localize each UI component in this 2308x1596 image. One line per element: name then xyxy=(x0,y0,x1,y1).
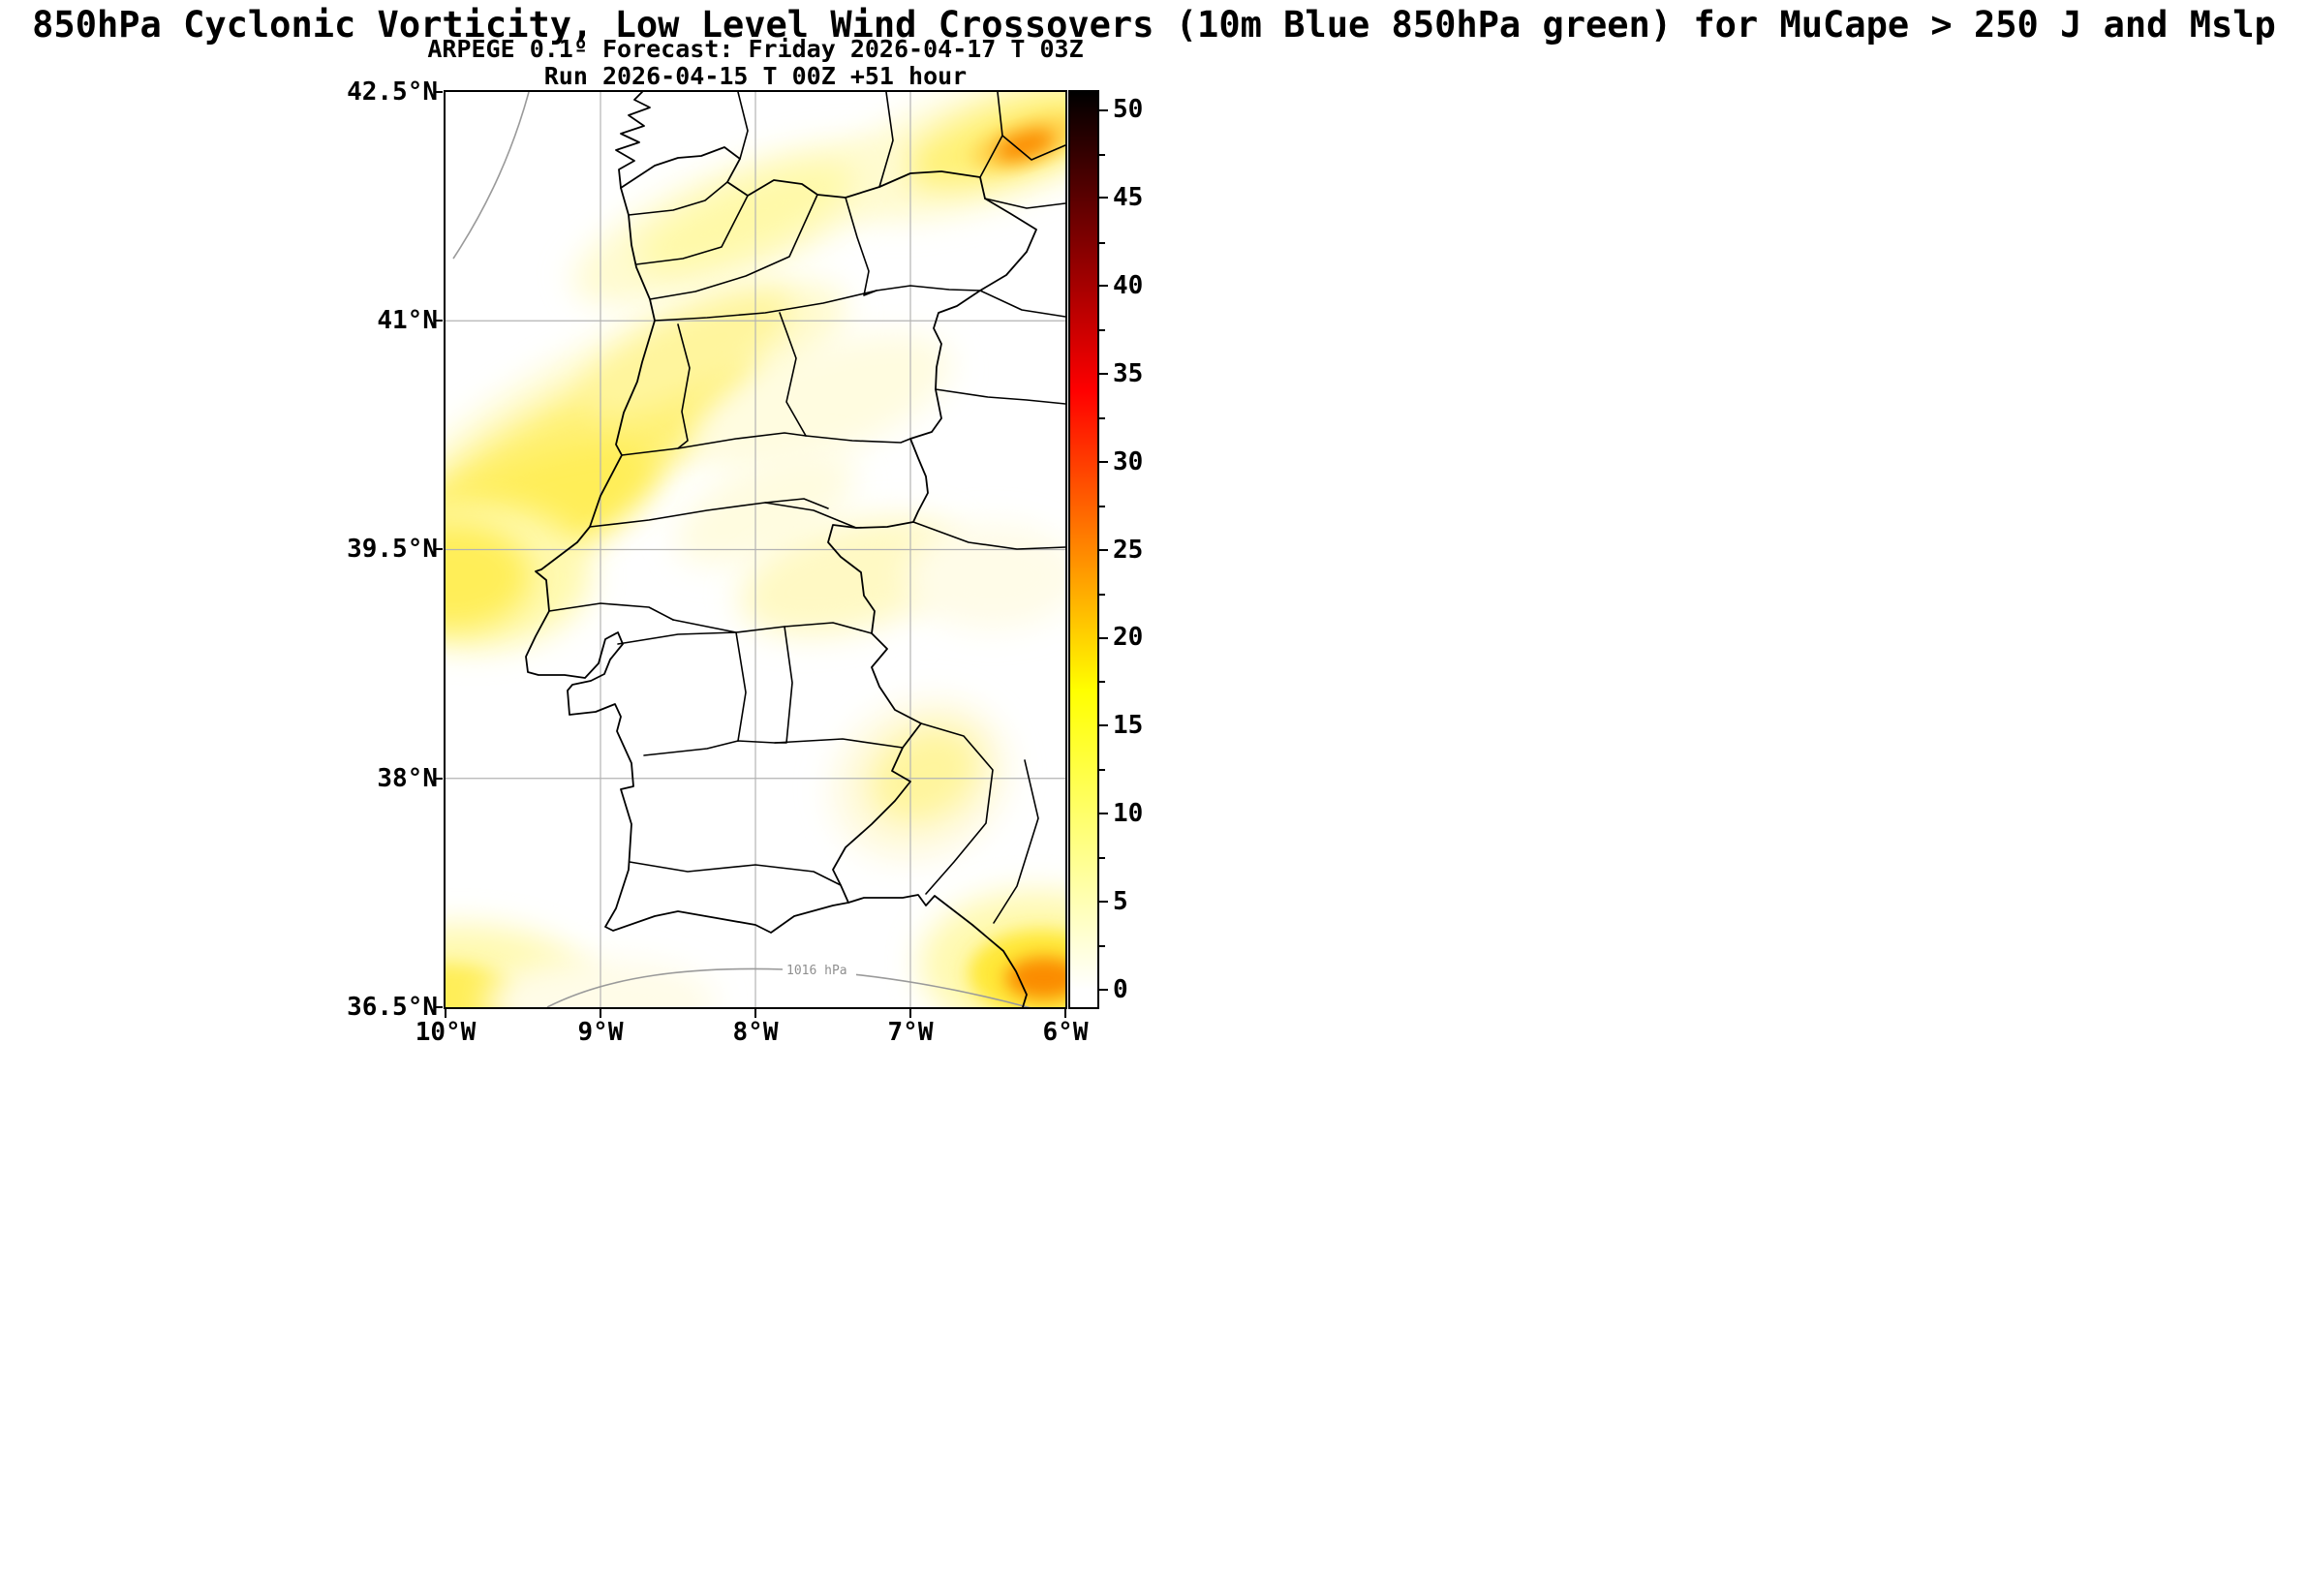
colorbar-tick xyxy=(1099,285,1108,287)
x-tick-label-7w: 7°W xyxy=(887,1018,934,1047)
y-tick-label-39-5n: 39.5°N xyxy=(347,535,438,564)
x-tick xyxy=(600,1009,601,1018)
colorbar-label-25: 25 xyxy=(1113,536,1144,565)
colorbar xyxy=(1068,90,1099,1009)
colorbar-label-40: 40 xyxy=(1113,271,1144,300)
colorbar-minor-tick xyxy=(1099,242,1105,244)
y-tick xyxy=(434,320,443,322)
colorbar-label-5: 5 xyxy=(1113,887,1128,916)
colorbar-label-15: 15 xyxy=(1113,711,1144,740)
y-tick xyxy=(434,548,443,550)
colorbar-minor-tick xyxy=(1099,329,1105,331)
district-boundaries xyxy=(548,181,981,886)
colorbar-minor-tick xyxy=(1099,681,1105,683)
colorbar-minor-tick xyxy=(1099,417,1105,419)
colorbar-tick xyxy=(1099,549,1108,551)
y-tick-label-41n: 41°N xyxy=(377,306,438,335)
figure-title-line2: ARPEGE 0.1º Forecast: Friday 2026-04-17 … xyxy=(427,35,1084,63)
x-tick xyxy=(445,1009,446,1018)
colorbar-minor-tick xyxy=(1099,594,1105,596)
isobar-label-mask xyxy=(783,962,856,977)
y-tick-label-42-5n: 42.5°N xyxy=(347,77,438,107)
colorbar-label-10: 10 xyxy=(1113,799,1144,828)
national-border xyxy=(620,146,1037,904)
y-tick xyxy=(434,1006,443,1008)
colorbar-minor-tick xyxy=(1099,857,1105,859)
graticule-gridlines xyxy=(446,92,1065,1007)
province-boundaries xyxy=(737,92,1065,924)
map-canvas: 1016 hPa xyxy=(446,92,1065,1007)
colorbar-label-0: 0 xyxy=(1113,975,1128,1004)
coastline xyxy=(525,92,1028,1007)
isobar-line-nw xyxy=(452,92,530,260)
x-tick-label-10w: 10°W xyxy=(415,1018,477,1047)
colorbar-tick xyxy=(1099,724,1108,726)
colorbar-tick xyxy=(1099,813,1108,814)
colorbar-minor-tick xyxy=(1099,154,1105,156)
colorbar-tick xyxy=(1099,461,1108,463)
coastline-boundary-layer xyxy=(525,92,1065,1007)
colorbar-label-35: 35 xyxy=(1113,359,1144,388)
colorbar-tick xyxy=(1099,989,1108,991)
y-tick xyxy=(434,778,443,780)
colorbar-tick xyxy=(1099,373,1108,375)
colorbar-tick xyxy=(1099,637,1108,639)
map-plot-area: 1016 hPa xyxy=(444,90,1067,1009)
x-tick-label-9w: 9°W xyxy=(577,1018,624,1047)
colorbar-label-20: 20 xyxy=(1113,623,1144,652)
colorbar-label-45: 45 xyxy=(1113,183,1144,212)
colorbar-minor-tick xyxy=(1099,769,1105,771)
y-tick xyxy=(434,91,443,93)
y-tick-label-36-5n: 36.5°N xyxy=(347,993,438,1022)
colorbar-tick xyxy=(1099,197,1108,199)
colorbar-tick xyxy=(1099,901,1108,903)
x-tick xyxy=(909,1009,911,1018)
colorbar-label-50: 50 xyxy=(1113,95,1144,124)
colorbar-minor-tick xyxy=(1099,945,1105,947)
isobar-label-1016: 1016 hPa xyxy=(786,964,847,978)
figure-title-line3: Run 2026-04-15 T 00Z +51 hour xyxy=(543,62,968,90)
x-tick xyxy=(754,1009,756,1018)
colorbar-tick xyxy=(1099,109,1108,111)
y-tick-label-38n: 38°N xyxy=(377,764,438,793)
colorbar-label-30: 30 xyxy=(1113,447,1144,476)
figure-title-line1: 850hPa Cyclonic Vorticity, Low Level Win… xyxy=(32,4,2276,46)
x-tick-label-8w: 8°W xyxy=(732,1018,779,1047)
colorbar-minor-tick xyxy=(1099,506,1105,507)
x-tick xyxy=(1064,1009,1066,1018)
x-tick-label-6w: 6°W xyxy=(1042,1018,1089,1047)
